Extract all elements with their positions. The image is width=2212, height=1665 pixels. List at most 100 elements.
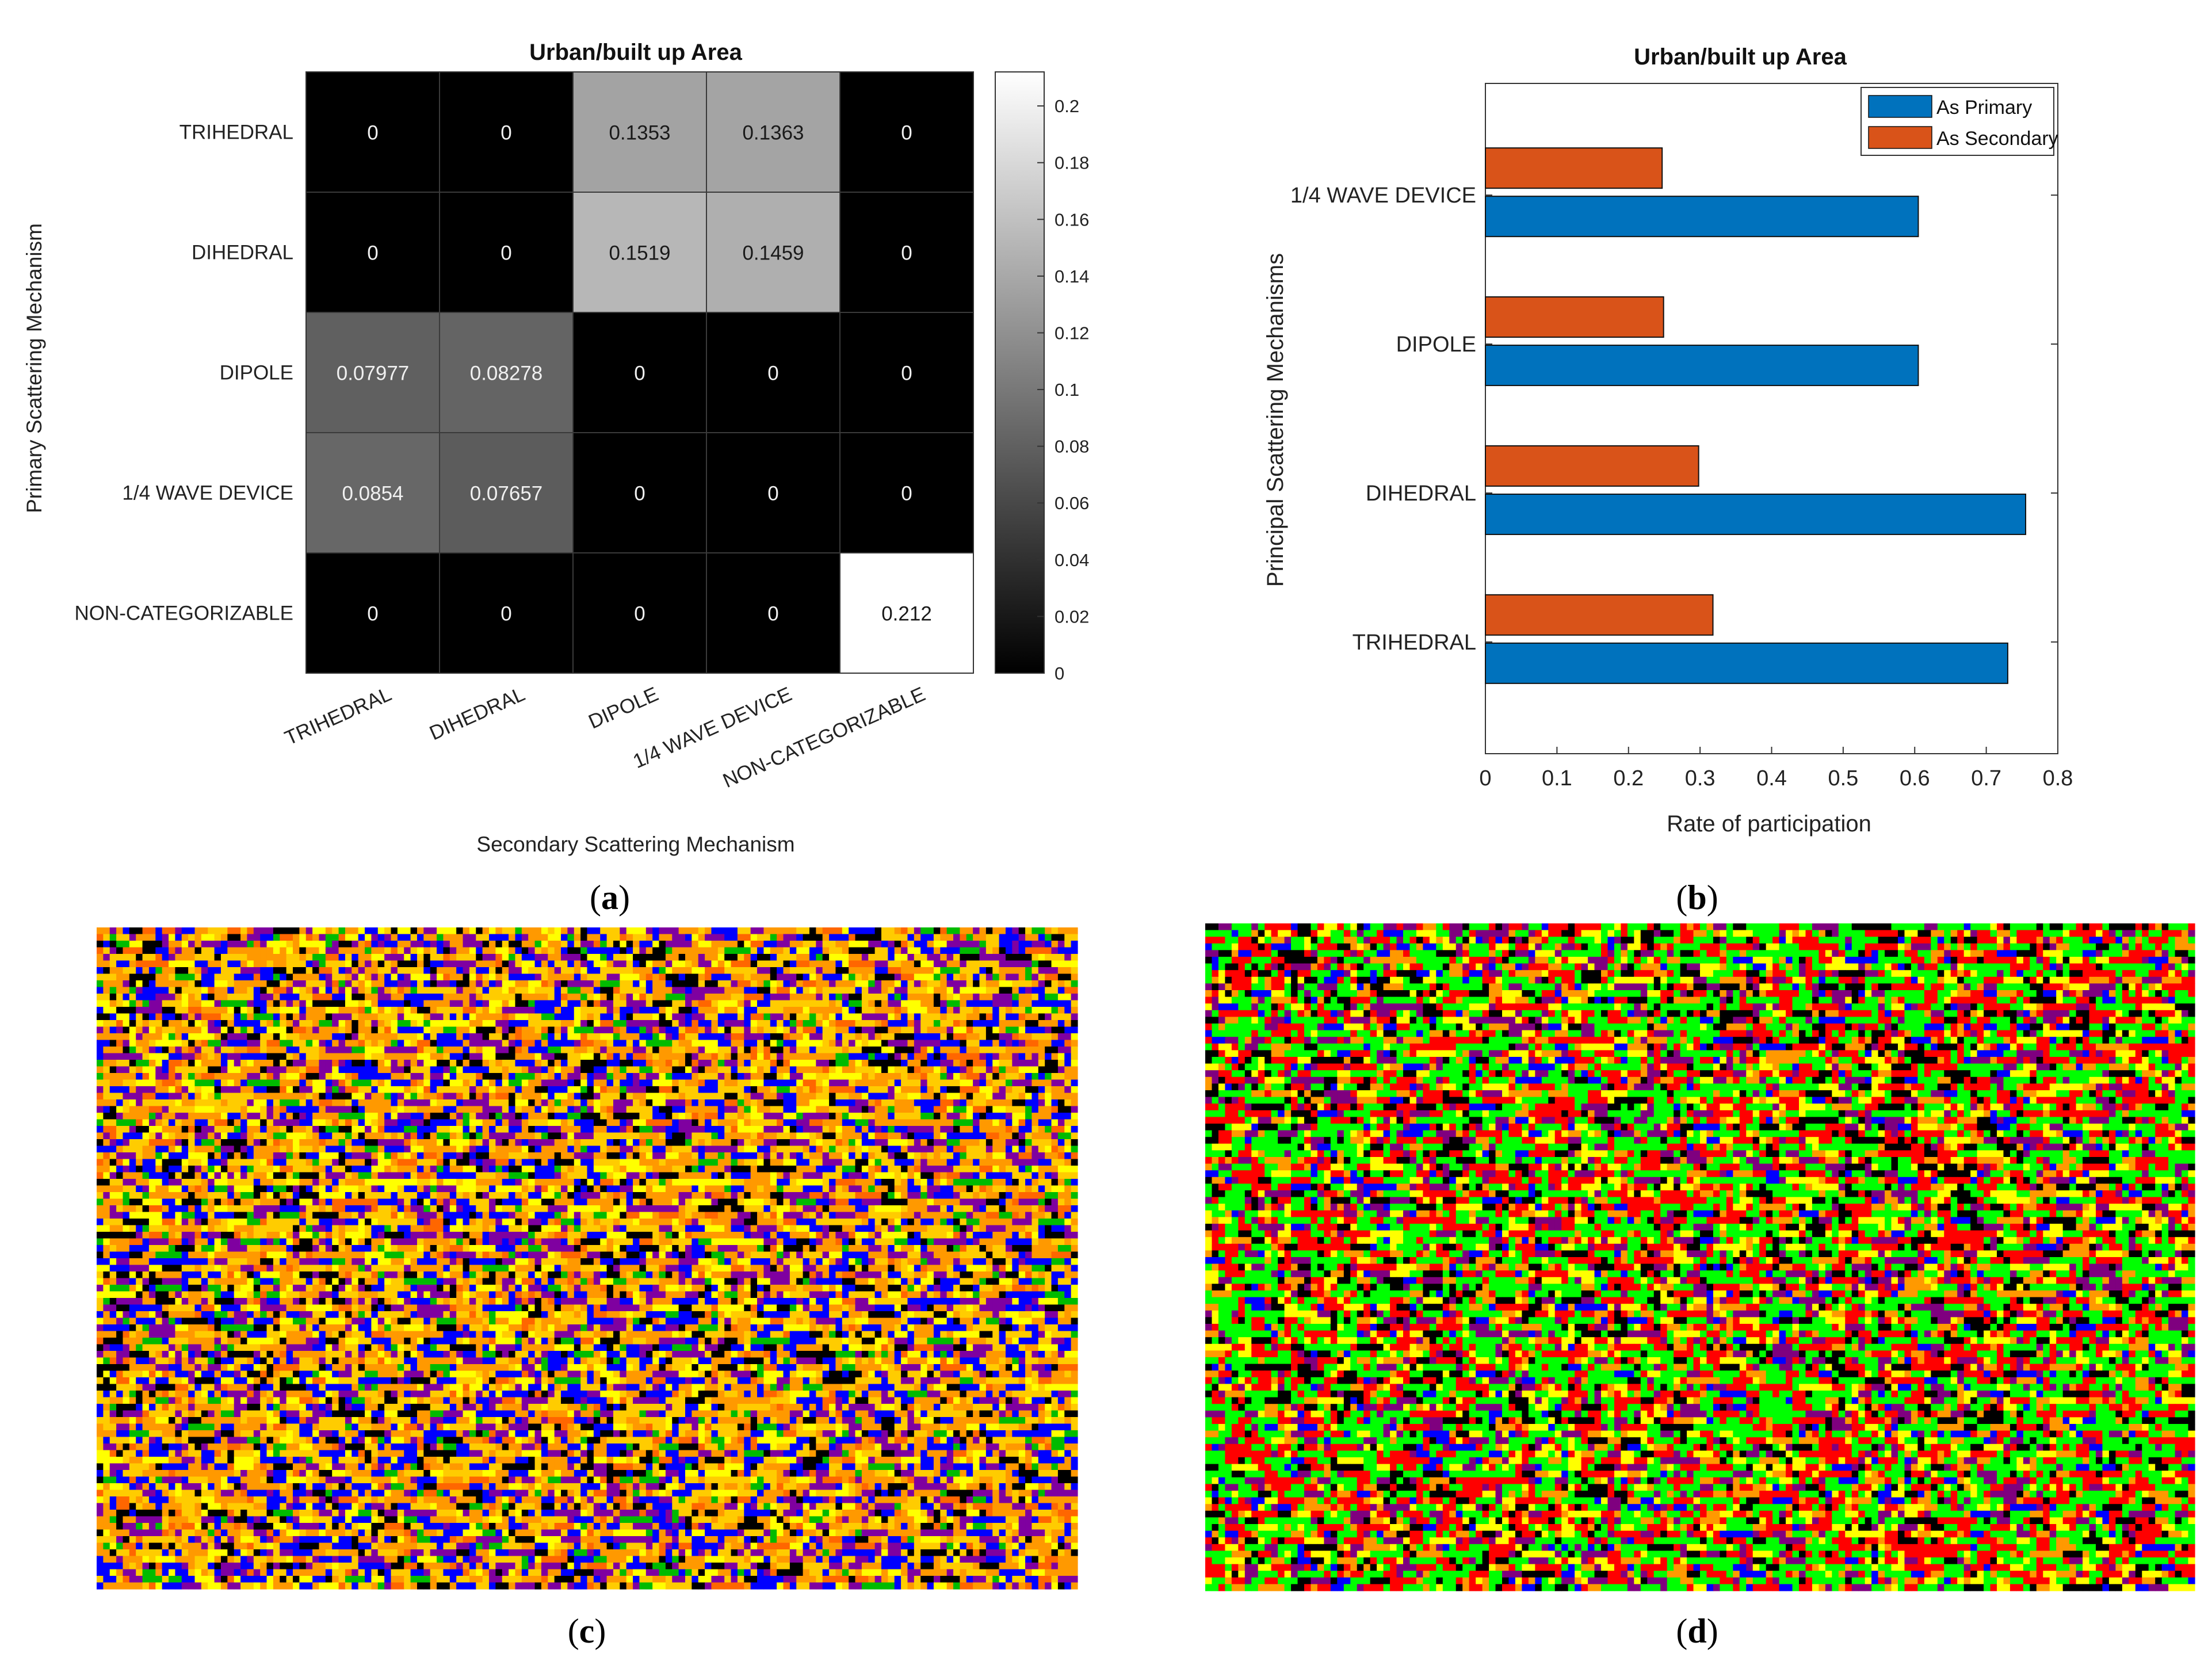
heatmap-cell (572, 432, 707, 553)
bar-category-label: DIPOLE (1396, 333, 1476, 357)
panel-b-bar-chart: Urban/built up Area TRIHEDRAL DIHEDRAL DIP… (1263, 44, 2073, 916)
bar-x-tick-label: 0.5 (1828, 766, 1858, 791)
colorbar-tick-label: 0.16 (1055, 209, 1089, 230)
heatmap-x-tick-label: DIHEDRAL (426, 683, 529, 745)
heatmap-cell-label: 0 (367, 242, 378, 265)
heatmap-cell-label: 0.212 (881, 603, 932, 625)
colorbar-tick-label: 0.12 (1055, 323, 1089, 343)
colorbar-tick-label: 0.06 (1055, 493, 1089, 513)
colorbar-tick-label: 0.02 (1055, 606, 1089, 627)
heatmap-title: Urban/built up Area (529, 40, 742, 65)
heatmap-cell (305, 71, 440, 193)
bar-y-axis-label: Principal Scattering Mechanisms (1263, 253, 1288, 587)
colorbar-tick-label: 0.08 (1055, 437, 1089, 457)
heatmap-cell-label: 0.1353 (609, 122, 670, 144)
heatmap-cell (706, 312, 841, 433)
bar-primary (1485, 642, 2008, 684)
heatmap-x-tick-label: DIPOLE (585, 683, 662, 734)
panel-c-color-map: (c) (97, 927, 1078, 1650)
panel-d-caption: (d) (1676, 1612, 1718, 1650)
heatmap-cell-label: 0 (901, 122, 912, 144)
panel-a-caption: (a) (590, 879, 630, 916)
heatmap-cell (706, 432, 841, 553)
bar-x-tick-label: 0.3 (1685, 766, 1716, 791)
bar-category-label: 1/4 WAVE DEVICE (1290, 184, 1476, 208)
bar-category-label: TRIHEDRAL (1353, 631, 1476, 655)
bar-x-tick-label: 0.8 (2043, 766, 2073, 791)
heatmap-cell (839, 71, 974, 193)
heatmap-cell (439, 552, 574, 674)
colorbar-tick-label: 0.04 (1055, 550, 1089, 570)
panel-c-caption: (c) (568, 1612, 606, 1650)
heatmap-cell (439, 71, 574, 193)
heatmap-y-tick-label: 1/4 WAVE DEVICE (122, 482, 293, 505)
heatmap-cell-label: 0.07977 (337, 362, 410, 385)
bar-x-tick-label: 0.1 (1542, 766, 1572, 791)
bar-primary (1485, 345, 1919, 387)
heatmap-y-tick-label: TRIHEDRAL (179, 121, 293, 144)
heatmap-cell (305, 552, 440, 674)
heatmap-cell-label: 0 (901, 242, 912, 265)
bar-x-tick-label: 0.4 (1756, 766, 1787, 791)
heatmap-cell (572, 552, 707, 674)
bar-plot-area (1485, 83, 2058, 754)
heatmap-cell (839, 312, 974, 433)
heatmap-cell-label: 0.08278 (470, 362, 543, 385)
legend-swatch-secondary (1868, 126, 1932, 149)
heatmap-frame (305, 71, 974, 674)
bar-x-tick-label: 0 (1479, 766, 1491, 791)
heatmap-y-tick-label: NON-CATEGORIZABLE (74, 602, 293, 625)
bar-primary (1485, 196, 1919, 238)
heatmap-y-tick-label: DIHEDRAL (192, 242, 293, 264)
bar-x-tick-label: 0.7 (1971, 766, 2001, 791)
heatmap-y-tick-label: DIPOLE (220, 362, 293, 384)
heatmap-cell-label: 0 (767, 483, 778, 505)
heatmap-cell (706, 71, 841, 193)
heatmap-cell-label: 0 (901, 483, 912, 505)
heatmap-cell (572, 312, 707, 433)
legend-label-secondary: As Secondary (1936, 128, 2058, 150)
heatmap-cell-label: 0 (901, 362, 912, 385)
legend-label-primary: As Primary (1936, 97, 2032, 119)
legend-swatch-primary (1868, 95, 1932, 118)
heatmap-cell-label: 0 (501, 242, 511, 265)
bar-secondary (1485, 296, 1664, 338)
heatmap-cell-label: 0 (634, 362, 645, 385)
heatmap-cell-label: 0.0854 (342, 483, 403, 505)
bar-x-axis-label: Rate of participation (1667, 811, 1871, 837)
heatmap-cell-label: 0 (367, 122, 378, 144)
heatmap-cell-label: 0 (367, 603, 378, 625)
heatmap-x-axis-label: Secondary Scattering Mechanism (476, 832, 794, 856)
bar-x-tick-label: 0.6 (1900, 766, 1930, 791)
heatmap-x-tick-label: TRIHEDRAL (281, 683, 395, 750)
heatmap-cell (439, 432, 574, 553)
heatmap-cell (572, 192, 707, 313)
bar-secondary (1485, 147, 1663, 189)
heatmap-cell-label: 0.1459 (742, 242, 804, 265)
colorbar-tick-label: 0.1 (1055, 380, 1079, 400)
panel-a-heatmap: Urban/built up Area 0 0 0.1353 0.1363 0 0 0 0.1… (22, 40, 1089, 916)
bar-x-tick-label: 0.2 (1613, 766, 1644, 791)
colorbar-tick-label: 0.18 (1055, 153, 1089, 173)
heatmap-cell-label: 0.1363 (742, 122, 804, 144)
panel-d-color-map: (d) (1205, 923, 2195, 1650)
bar-secondary (1485, 594, 1714, 636)
colorbar (995, 71, 1045, 674)
heatmap-cell (439, 312, 574, 433)
bar-title: Urban/built up Area (1634, 44, 1847, 70)
heatmap-cell-label: 0 (634, 603, 645, 625)
heatmap-cell-label: 0.07657 (470, 483, 543, 505)
bar-legend: As Primary As Secondary (1860, 87, 2058, 156)
colorbar-tick-label: 0.2 (1055, 96, 1079, 116)
heatmap-cell (839, 552, 974, 674)
heatmap-cell-label: 0 (767, 362, 778, 385)
bar-category-label: DIHEDRAL (1366, 482, 1476, 506)
heatmap-cell-label: 0.1519 (609, 242, 670, 265)
heatmap-cell-label: 0 (501, 122, 511, 144)
heatmap-cell (839, 432, 974, 553)
bar-primary (1485, 493, 2027, 535)
colorbar-tick-label: 0 (1055, 663, 1064, 683)
panel-b-caption: (b) (1676, 879, 1718, 916)
colorbar-tick-label: 0.14 (1055, 266, 1089, 287)
